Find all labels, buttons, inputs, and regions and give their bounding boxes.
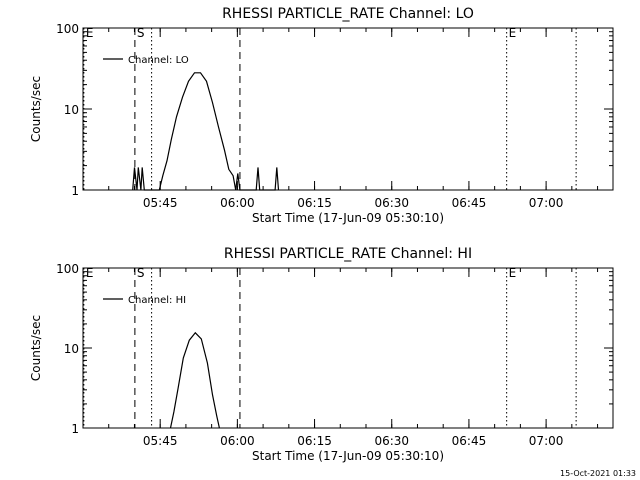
chart-panel-1: RHESSI PARTICLE_RATE Channel: LO 05:45 06:… bbox=[29, 6, 614, 225]
y-tick-label: 100 bbox=[56, 262, 79, 276]
y-axis-label: Counts/sec bbox=[29, 315, 43, 381]
legend-entry: Channel: HI bbox=[128, 295, 186, 306]
chart-panel-2: RHESSI PARTICLE_RATE Channel: HI 05:45 06:… bbox=[29, 246, 614, 463]
series-line bbox=[132, 72, 280, 191]
x-tick-label: 05:45 bbox=[143, 434, 178, 448]
x-tick-label: 06:15 bbox=[297, 434, 332, 448]
x-tick-label: 06:15 bbox=[297, 196, 332, 210]
marker-label: E bbox=[509, 266, 517, 280]
marker-label: S bbox=[137, 266, 145, 280]
y-tick-label: 10 bbox=[64, 342, 79, 356]
y-tick-label: 100 bbox=[56, 22, 79, 36]
series-line bbox=[169, 331, 220, 429]
x-tick-label: 06:30 bbox=[374, 196, 409, 210]
legend-entry: Channel: LO bbox=[128, 55, 189, 66]
marker-label: E bbox=[86, 26, 94, 40]
x-axis-label: Start Time (17-Jun-09 05:30:10) bbox=[252, 211, 444, 225]
x-tick-label: 07:00 bbox=[529, 196, 564, 210]
marker-label: E bbox=[509, 26, 517, 40]
y-axis-label: Counts/sec bbox=[29, 76, 43, 142]
x-tick-label: 06:30 bbox=[374, 434, 409, 448]
chart-title: RHESSI PARTICLE_RATE Channel: LO bbox=[222, 6, 474, 22]
marker-label: S bbox=[137, 26, 145, 40]
x-tick-label: 06:00 bbox=[220, 196, 255, 210]
marker-label: E bbox=[86, 266, 94, 280]
y-tick-label: 1 bbox=[71, 184, 79, 198]
x-tick-label: 05:45 bbox=[143, 196, 178, 210]
x-tick-label: 06:45 bbox=[452, 434, 487, 448]
chart-title: RHESSI PARTICLE_RATE Channel: HI bbox=[224, 246, 472, 262]
timestamp-label: 15-Oct-2021 01:33 bbox=[560, 469, 636, 478]
y-tick-label: 10 bbox=[64, 103, 79, 117]
x-axis-label: Start Time (17-Jun-09 05:30:10) bbox=[252, 449, 444, 463]
x-tick-label: 06:00 bbox=[220, 434, 255, 448]
x-tick-label: 06:45 bbox=[452, 196, 487, 210]
y-tick-label: 1 bbox=[71, 422, 79, 436]
x-tick-label: 07:00 bbox=[529, 434, 564, 448]
